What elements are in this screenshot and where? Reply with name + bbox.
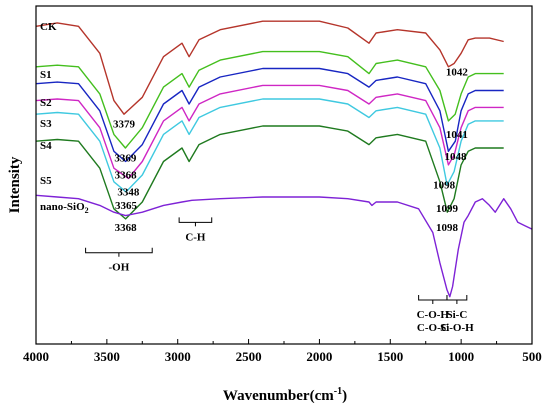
series-label: nano-SiO2 bbox=[40, 201, 89, 215]
x-tick-label: 2000 bbox=[306, 349, 332, 364]
series-line-s4 bbox=[35, 98, 504, 193]
peak-annotation: 1098 bbox=[436, 222, 459, 234]
series-line-s1 bbox=[35, 50, 504, 149]
plot-area: CK S1 S2 S3 S4 S5 nano-SiO2 3379 3369 3368 3348 336… bbox=[35, 20, 533, 334]
x-tick-label: 2500 bbox=[236, 349, 262, 364]
series-line-s3 bbox=[35, 84, 504, 180]
x-axis-title: Wavenumber(cm-1) bbox=[223, 386, 347, 404]
axes: 4000 3500 3000 2500 2000 1500 1000 500 bbox=[23, 5, 542, 364]
peak-annotation: 1041 bbox=[446, 129, 468, 141]
group-bracket bbox=[85, 247, 153, 254]
x-tick-label: 3000 bbox=[165, 349, 191, 364]
x-tick-label: 500 bbox=[522, 349, 542, 364]
peak-annotation: 3348 bbox=[117, 186, 140, 198]
group-label: Si-O-H bbox=[440, 322, 474, 334]
peak-annotation: 1099 bbox=[436, 203, 459, 215]
peak-annotation: 1042 bbox=[446, 66, 469, 78]
series-label: S3 bbox=[40, 118, 52, 130]
series-line-s5 bbox=[35, 125, 504, 220]
series-label: S5 bbox=[40, 175, 52, 187]
x-axis-title-main: Wavenumber(cm bbox=[223, 388, 334, 404]
group-label: C-H bbox=[185, 231, 206, 243]
series-label: S4 bbox=[40, 140, 52, 152]
series-label: S1 bbox=[40, 69, 52, 81]
group-label: C-O-H bbox=[417, 309, 450, 321]
group-bracket bbox=[418, 295, 448, 301]
peak-annotation: 1048 bbox=[444, 151, 467, 163]
x-tick-label: 3500 bbox=[94, 349, 120, 364]
x-tick-label: 4000 bbox=[23, 349, 49, 364]
group-bracket bbox=[178, 217, 213, 223]
peak-annotation: 3369 bbox=[114, 152, 137, 164]
peak-annotation: 1098 bbox=[433, 180, 456, 192]
plot-frame bbox=[35, 5, 533, 345]
x-tick-label: 1000 bbox=[448, 349, 474, 364]
series-label: CK bbox=[40, 21, 57, 33]
x-tick-label: 1500 bbox=[377, 349, 403, 364]
x-axis-title-sup: -1 bbox=[334, 386, 342, 397]
series-line-s2 bbox=[35, 67, 504, 163]
series-label: S2 bbox=[40, 97, 52, 109]
peak-annotation: 3368 bbox=[115, 222, 138, 234]
peak-annotation: 3379 bbox=[113, 119, 136, 131]
series-line-ck bbox=[35, 20, 504, 115]
group-label: C-O-C bbox=[417, 322, 449, 334]
x-axis-title-close: ) bbox=[342, 388, 347, 404]
series-line-nano-sio2 bbox=[35, 194, 533, 298]
y-axis-title: Intensity bbox=[7, 156, 23, 213]
peak-annotation: 3368 bbox=[115, 169, 138, 181]
peak-annotation: 3365 bbox=[115, 200, 138, 212]
group-label: -OH bbox=[109, 262, 130, 274]
group-label: Si-C bbox=[447, 309, 468, 321]
